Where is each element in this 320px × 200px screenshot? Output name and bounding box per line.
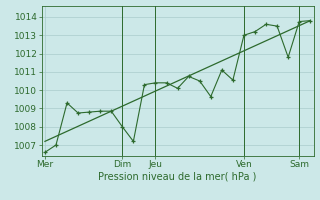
X-axis label: Pression niveau de la mer( hPa ): Pression niveau de la mer( hPa ) (99, 172, 257, 182)
